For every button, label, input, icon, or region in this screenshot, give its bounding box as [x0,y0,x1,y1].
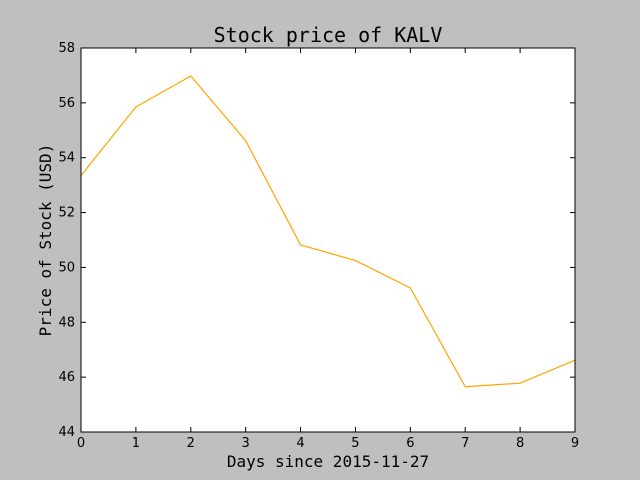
y-axis-label: Price of Stock (USD) [36,144,55,337]
y-tick-label: 58 [58,41,75,56]
x-tick-label: 0 [77,436,85,451]
y-tick-label: 46 [58,370,75,385]
y-tick-label: 52 [58,206,75,221]
price-data-point [245,140,247,142]
plot-area [81,48,575,432]
price-data-point [190,75,192,77]
x-tick-label: 9 [571,436,579,451]
x-tick-label: 7 [461,436,469,451]
y-tick-label: 56 [58,96,75,111]
x-tick-label: 2 [187,436,195,451]
chart-title: Stock price of KALV [214,23,443,47]
y-tick-label: 48 [58,315,75,330]
y-tick-label: 50 [58,260,75,275]
y-tick-label: 54 [58,151,75,166]
y-tick-label: 44 [58,425,75,440]
x-tick-label: 5 [351,436,359,451]
price-data-point [464,386,466,388]
x-tick-label: 6 [406,436,414,451]
price-data-point [519,382,521,384]
price-series-line [80,75,576,388]
x-tick-label: 4 [296,436,304,451]
x-tick-label: 3 [242,436,250,451]
x-tick-label: 8 [516,436,524,451]
price-data-point [354,259,357,262]
price-data-point [299,244,302,246]
price-data-point [409,287,411,289]
x-tick-label: 1 [132,436,140,451]
x-axis-label: Days since 2015-11-27 [227,452,429,471]
price-data-point [135,106,137,108]
plot-frame [80,47,576,433]
